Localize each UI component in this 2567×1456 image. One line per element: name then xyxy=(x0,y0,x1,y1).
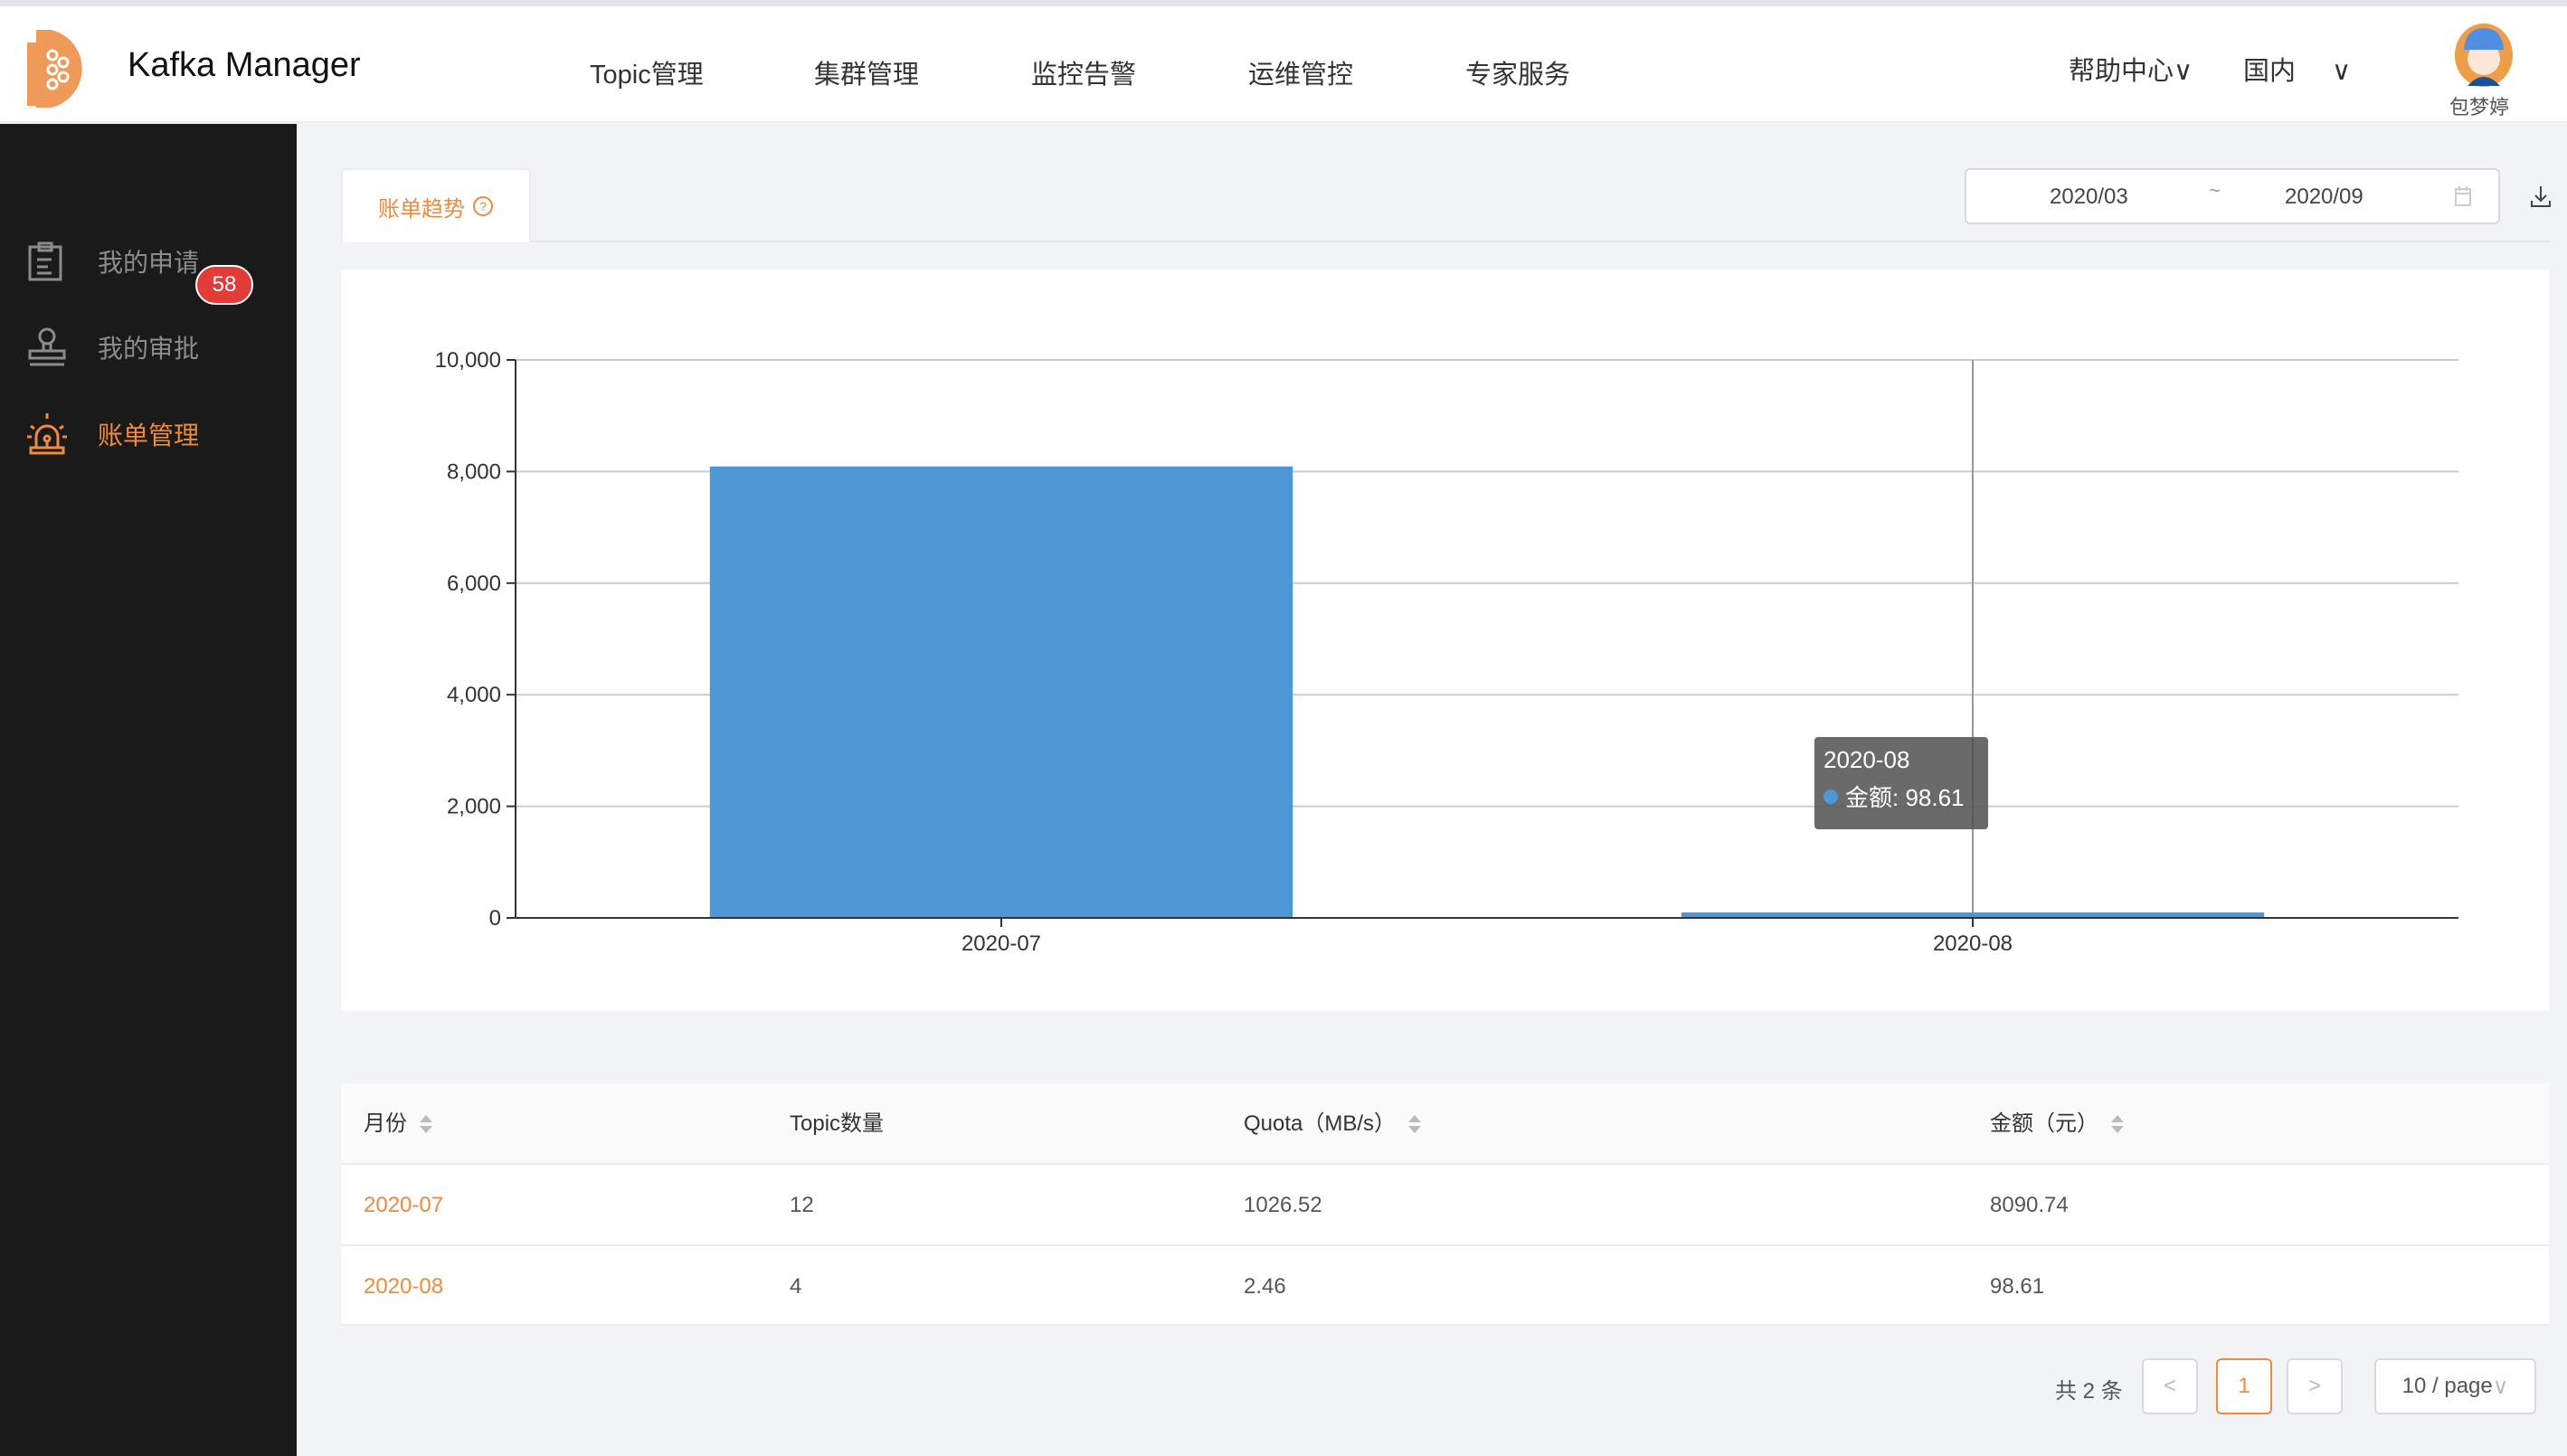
quota: 1026.52 xyxy=(1244,1193,1322,1217)
chevron-down-icon: ∨ xyxy=(2332,57,2352,86)
series-dot-icon xyxy=(1823,789,1838,804)
topic-count: 12 xyxy=(790,1193,814,1217)
col-label: 金额（元） xyxy=(1990,1111,2098,1136)
x-tick-label: 2020-07 xyxy=(961,931,1041,956)
y-tick-label: 2,000 xyxy=(447,795,501,819)
table-header: 月份 Topic数量 Quota（MB/s） 金额（元） xyxy=(341,1083,2549,1165)
clipboard-icon xyxy=(28,241,62,281)
topic-count: 4 xyxy=(790,1274,802,1299)
col-label: 月份 xyxy=(364,1111,407,1136)
region-label: 国内 xyxy=(2243,57,2297,86)
date-separator: ~ xyxy=(2209,179,2221,202)
pagination-total: 共 2 条 xyxy=(2055,1379,2123,1404)
month-link[interactable]: 2020-07 xyxy=(364,1193,444,1217)
stamp-icon xyxy=(28,327,66,366)
y-tick-label: 8,000 xyxy=(447,459,501,484)
sidebar: 我的申请 我的审批 58 账单管理 xyxy=(0,124,297,1456)
col-quota[interactable]: Quota（MB/s） xyxy=(1244,1083,1422,1165)
date-range-picker[interactable]: 2020/03 ~ 2020/09 xyxy=(1965,168,2500,224)
quota: 2.46 xyxy=(1244,1274,1286,1299)
sort-icon[interactable] xyxy=(2111,1113,2124,1137)
chart-card: 0 2,000 4,000 6,000 8,000 10,000 2020-07 2020-0… xyxy=(341,269,2549,1011)
tooltip-value: 金额: 98.61 xyxy=(1845,784,1965,811)
logo-icon xyxy=(27,30,82,108)
y-tick-label: 0 xyxy=(489,906,501,931)
calendar-icon xyxy=(2455,186,2471,206)
svg-text:?: ? xyxy=(479,199,487,213)
nav-topic[interactable]: Topic管理 xyxy=(590,61,704,90)
col-amount[interactable]: 金额（元） xyxy=(1990,1083,2124,1165)
bill-table: 月份 Topic数量 Quota（MB/s） 金额（元） 2020-07 12 … xyxy=(341,1083,2549,1326)
avatar[interactable] xyxy=(2453,23,2515,88)
approval-count-badge: 58 xyxy=(195,265,253,305)
help-label: 帮助中心 xyxy=(2069,57,2174,86)
tooltip-title: 2020-08 xyxy=(1823,746,1910,773)
x-tick-label: 2020-08 xyxy=(1933,931,2013,956)
chevron-down-icon: ∨ xyxy=(2492,1374,2509,1399)
nav-monitor[interactable]: 监控告警 xyxy=(1031,61,1137,90)
col-label: Topic数量 xyxy=(790,1111,885,1136)
tab-bar-divider xyxy=(341,241,2549,242)
nav-cluster[interactable]: 集群管理 xyxy=(814,61,920,90)
alarm-icon xyxy=(27,413,67,455)
month-link[interactable]: 2020-08 xyxy=(364,1274,444,1299)
sidebar-item-label: 我的申请 xyxy=(98,249,200,277)
bar-2020-08 xyxy=(1681,912,2265,918)
y-tick-label: 4,000 xyxy=(447,683,501,707)
sidebar-item-label: 我的审批 xyxy=(98,335,200,363)
page-size-select[interactable]: 10 / page ∨ xyxy=(2374,1358,2536,1414)
sidebar-item-my-approvals[interactable]: 我的审批 xyxy=(0,311,297,383)
y-tick-label: 6,000 xyxy=(447,572,501,596)
download-icon[interactable] xyxy=(2531,184,2551,208)
user-name: 包梦婷 xyxy=(2449,96,2510,118)
tab-bill-trend[interactable]: 账单趋势 ? xyxy=(341,168,531,242)
prev-page-button[interactable]: < xyxy=(2142,1358,2198,1414)
table-row: 2020-08 4 2.46 98.61 xyxy=(341,1246,2549,1326)
next-page-button[interactable]: > xyxy=(2287,1358,2343,1414)
page-size-label: 10 / page xyxy=(2401,1374,2493,1398)
help-center-menu[interactable]: 帮助中心∨ xyxy=(2069,50,2193,88)
amount: 8090.74 xyxy=(1990,1193,2069,1217)
sort-icon[interactable] xyxy=(1408,1113,1422,1137)
sort-icon[interactable] xyxy=(420,1113,432,1137)
top-header: Kafka Manager Topic管理 集群管理 监控告警 运维管控 专家服… xyxy=(0,0,2567,123)
page-1-button[interactable]: 1 xyxy=(2216,1358,2272,1414)
sidebar-item-label: 账单管理 xyxy=(98,421,200,449)
region-select[interactable]: 国内 ∨ xyxy=(2243,50,2351,88)
tab-label: 账单趋势 xyxy=(378,196,465,222)
nav-expert[interactable]: 专家服务 xyxy=(1465,61,1571,90)
nav-ops[interactable]: 运维管控 xyxy=(1248,61,1354,90)
bill-trend-chart: 0 2,000 4,000 6,000 8,000 10,000 2020-07 2020-0… xyxy=(435,348,2458,956)
sidebar-item-billing[interactable]: 账单管理 xyxy=(0,398,297,470)
col-label: Quota（MB/s） xyxy=(1244,1111,1397,1136)
sidebar-item-my-applications[interactable]: 我的申请 xyxy=(0,225,297,298)
date-start[interactable]: 2020/03 xyxy=(2050,184,2128,209)
date-end[interactable]: 2020/09 xyxy=(2285,184,2363,209)
chart-tooltip: 2020-08 金额: 98.61 xyxy=(1814,737,1988,829)
col-topic-count: Topic数量 xyxy=(790,1083,884,1165)
bar-2020-07 xyxy=(709,466,1293,918)
help-circle-icon[interactable]: ? xyxy=(472,195,494,217)
amount: 98.61 xyxy=(1990,1274,2045,1299)
col-month[interactable]: 月份 xyxy=(364,1083,432,1165)
app-title: Kafka Manager xyxy=(128,46,361,84)
table-row: 2020-07 12 1026.52 8090.74 xyxy=(341,1165,2549,1246)
chevron-down-icon: ∨ xyxy=(2174,57,2193,86)
y-tick-label: 10,000 xyxy=(435,348,501,373)
